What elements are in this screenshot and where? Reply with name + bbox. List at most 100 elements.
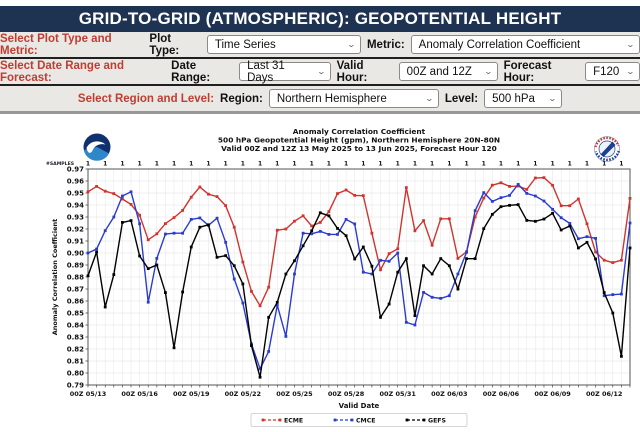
svg-text:CMCE: CMCE [356,417,375,424]
chevron-down-icon: ⌄ [346,40,357,49]
svg-text:1: 1 [86,161,90,168]
svg-text:0.94: 0.94 [67,201,84,209]
svg-text:00Z 06/03: 00Z 06/03 [431,390,468,398]
svg-text:GEFS: GEFS [428,417,446,424]
svg-text:1: 1 [482,161,486,168]
date-range-select[interactable]: Last 31 Days ⌄ [239,59,331,84]
svg-text:ECME: ECME [284,417,303,424]
plot-type-metric-row: Select Plot Type and Metric: Plot Type: … [0,32,640,59]
svg-text:0.80: 0.80 [67,369,84,377]
svg-text:1: 1 [378,161,382,168]
metric-value: Anomaly Correlation Coefficient [418,38,581,51]
svg-text:1: 1 [241,161,245,168]
chevron-down-icon: ⌄ [548,94,558,103]
svg-text:00Z 05/16: 00Z 05/16 [121,390,158,398]
gridlines [87,168,631,386]
svg-text:0.84: 0.84 [67,321,84,329]
svg-text:0.88: 0.88 [67,273,84,281]
series-GEFS [86,203,632,379]
forecast-hour-label: Forecast Hour: [503,59,552,84]
svg-text:00Z 05/31: 00Z 05/31 [379,390,416,398]
svg-text:1: 1 [275,161,279,168]
svg-text:1: 1 [344,161,348,168]
svg-text:Valid Date: Valid Date [339,402,380,410]
legend: ECME CMCE GEFS [250,413,468,427]
chevron-down-icon: ⌄ [625,67,636,76]
svg-text:1: 1 [189,161,193,168]
svg-text:#SAMPLES: #SAMPLES [46,161,74,167]
svg-text:00Z 06/12: 00Z 06/12 [586,390,623,398]
chevron-down-icon: ⌄ [625,40,636,49]
svg-text:1: 1 [361,161,365,168]
legend-item-GEFS: GEFS [405,417,446,424]
chevron-down-icon: ⌄ [316,67,326,76]
svg-text:1: 1 [310,161,314,168]
timeseries-chart: 0.79 0.80 0.81 0.82 0.83 0.84 0.85 0.86 0.87 0.88… [46,127,632,427]
chevron-down-icon: ⌄ [424,94,435,103]
noaa-logo [83,133,111,161]
svg-text:1: 1 [499,161,503,168]
svg-text:Valid 00Z and 12Z 13 May 2025: Valid 00Z and 12Z 13 May 2025 to 13 Jun … [221,144,497,153]
series-CMCE [86,182,632,371]
svg-text:1: 1 [568,161,572,168]
nws-logo [594,136,620,162]
svg-text:1: 1 [396,161,400,168]
samples-row: #SAMPLES 1 1 1 1 1 1 1 1 1 1 1 1 1 1 1 1 1 1 1 1 1 1 1 1 1 1 1 1 1 1 1 1 [46,161,623,168]
plot-type-label: Plot Type: [149,32,180,57]
date-range-value: Last 31 Days [247,59,285,84]
date-forecast-row: Select Date Range and Forecast: Date Ran… [0,59,640,86]
svg-text:00Z 05/28: 00Z 05/28 [328,390,365,398]
svg-text:0.81: 0.81 [67,357,84,365]
section-label-region-level: Select Region and Level: [77,92,215,105]
svg-text:0.85: 0.85 [67,309,84,317]
svg-text:1: 1 [413,161,417,168]
y-axis-title: Anomaly Correlation Coefficient [51,219,59,336]
svg-text:00Z 06/09: 00Z 06/09 [534,390,571,398]
svg-text:00Z 05/19: 00Z 05/19 [173,390,210,398]
svg-text:0.93: 0.93 [67,213,84,221]
svg-text:0.96: 0.96 [67,177,84,185]
date-range-label: Date Range: [171,59,211,84]
x-axis-labels: 00Z 05/13 00Z 05/16 00Z 05/19 00Z 05/22 00Z … [70,390,623,398]
svg-text:1: 1 [155,161,159,168]
plot-type-select[interactable]: Time Series ⌄ [206,35,361,54]
level-select[interactable]: 500 hPa ⌄ [484,89,563,108]
x-axis-ticks [87,385,631,388]
svg-text:0.95: 0.95 [67,189,84,197]
svg-text:0.89: 0.89 [67,261,84,269]
svg-text:500 hPa Geopotential Height (g: 500 hPa Geopotential Height (gpm), North… [218,136,500,145]
svg-text:0.79: 0.79 [67,381,84,389]
forecast-hour-select[interactable]: F120 ⌄ [585,62,640,81]
svg-text:1: 1 [464,161,468,168]
valid-hour-select[interactable]: 00Z and 12Z ⌄ [398,62,498,81]
legend-item-ECME: ECME [261,417,303,424]
series-ECME [86,176,632,308]
section-label-plot-metric: Select Plot Type and Metric: [0,32,112,57]
svg-text:Anomaly Correlation Coefficien: Anomaly Correlation Coefficient [293,127,426,136]
svg-text:0.92: 0.92 [67,225,84,233]
valid-hour-value: 00Z and 12Z [406,65,472,78]
metric-label: Metric: [366,38,405,51]
svg-text:00Z 05/13: 00Z 05/13 [70,390,107,398]
metric-select[interactable]: Anomaly Correlation Coefficient ⌄ [410,35,640,54]
page: GRID-TO-GRID (ATMOSPHERIC): GEOPOTENTIAL… [0,6,640,432]
svg-text:00Z 05/22: 00Z 05/22 [225,390,262,398]
region-label: Region: [220,92,263,105]
svg-text:1: 1 [550,161,554,168]
svg-text:1: 1 [172,161,176,168]
svg-text:1: 1 [447,161,451,168]
svg-text:1: 1 [206,161,210,168]
chevron-down-icon: ⌄ [483,67,493,76]
svg-text:0.83: 0.83 [67,333,84,341]
region-select[interactable]: Northern Hemisphere ⌄ [268,89,439,108]
svg-text:0.91: 0.91 [67,237,84,245]
svg-text:0.86: 0.86 [67,297,84,305]
y-axis-labels: 0.79 0.80 0.81 0.82 0.83 0.84 0.85 0.86 0.87 0.88… [67,165,88,389]
svg-text:1: 1 [533,161,537,168]
section-label-date-forecast: Select Date Range and Forecast: [0,59,124,84]
svg-text:00Z 06/06: 00Z 06/06 [483,390,520,398]
svg-text:0.87: 0.87 [67,285,84,293]
svg-text:0.97: 0.97 [67,165,84,173]
level-label: Level: [444,92,479,105]
